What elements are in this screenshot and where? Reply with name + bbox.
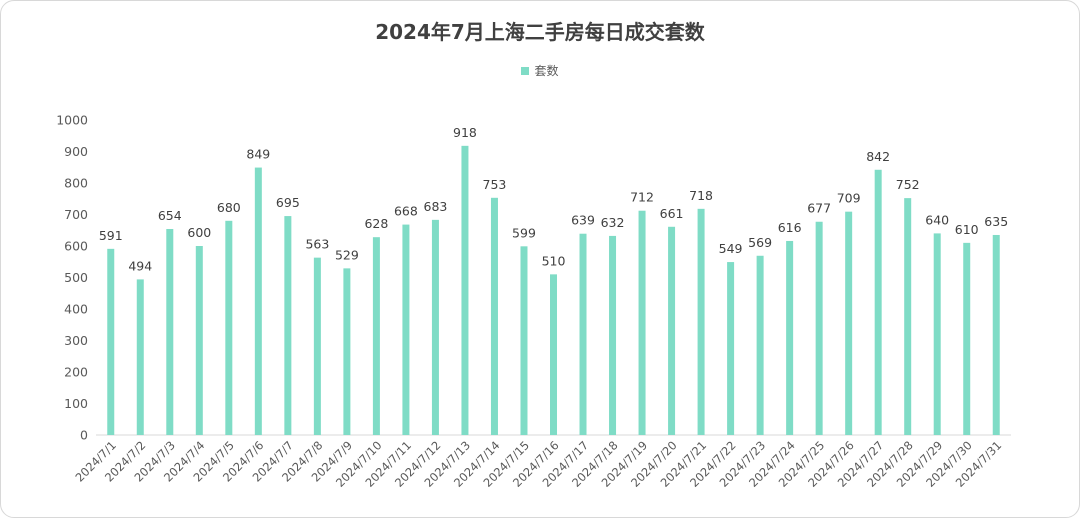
data-label: 494 bbox=[128, 258, 152, 273]
y-tick-label: 100 bbox=[64, 396, 88, 411]
data-label: 563 bbox=[305, 237, 329, 252]
data-label: 549 bbox=[719, 241, 743, 256]
y-tick-label: 900 bbox=[64, 144, 88, 159]
bar bbox=[520, 246, 528, 435]
y-tick-label: 800 bbox=[64, 176, 88, 191]
bar bbox=[874, 169, 882, 435]
chart-legend: 套数 bbox=[0, 62, 1080, 79]
x-axis-ticks: 2024/7/12024/7/22024/7/32024/7/42024/7/5… bbox=[72, 438, 1004, 490]
y-tick-label: 500 bbox=[64, 270, 88, 285]
legend-swatch bbox=[521, 66, 530, 75]
bar bbox=[992, 234, 1000, 435]
data-label: 510 bbox=[542, 253, 566, 268]
data-label: 695 bbox=[276, 195, 300, 210]
legend-label: 套数 bbox=[534, 64, 559, 78]
data-label: 569 bbox=[748, 235, 772, 250]
data-label: 677 bbox=[807, 201, 831, 216]
y-axis: 0 100 200 300 400 500 600 700 800 900 1000 bbox=[56, 113, 88, 443]
bar bbox=[697, 208, 705, 435]
data-label: 591 bbox=[99, 228, 123, 243]
data-label: 654 bbox=[158, 208, 182, 223]
bar bbox=[372, 237, 380, 435]
bar bbox=[254, 167, 262, 435]
chart-title: 2024年7月上海二手房每日成交套数 bbox=[375, 20, 705, 44]
bar bbox=[668, 226, 676, 435]
y-tick-label: 300 bbox=[64, 333, 88, 348]
data-label: 712 bbox=[630, 190, 654, 205]
data-label: 632 bbox=[601, 215, 625, 230]
data-label: 842 bbox=[866, 149, 890, 164]
bar bbox=[550, 274, 557, 435]
data-label: 683 bbox=[424, 199, 448, 214]
bar bbox=[815, 221, 823, 435]
bar bbox=[490, 197, 498, 435]
bar bbox=[638, 210, 646, 435]
data-labels: 591 494 654 600 680 849 695 563 529 628 668 683 918 7… bbox=[99, 125, 1008, 274]
bar bbox=[933, 233, 941, 435]
y-tick-label: 600 bbox=[64, 239, 88, 254]
bar bbox=[904, 198, 912, 435]
bar bbox=[166, 228, 174, 435]
y-tick-label: 0 bbox=[80, 428, 88, 443]
bar bbox=[343, 268, 351, 435]
data-label: 635 bbox=[984, 214, 1008, 229]
data-label: 616 bbox=[778, 220, 802, 235]
bar bbox=[845, 211, 853, 435]
data-label: 849 bbox=[246, 147, 270, 162]
bar bbox=[756, 255, 764, 435]
data-label: 753 bbox=[483, 177, 507, 192]
bar-series bbox=[107, 145, 1000, 435]
bar bbox=[461, 145, 469, 435]
y-tick-label: 700 bbox=[64, 207, 88, 222]
y-tick-label: 200 bbox=[64, 365, 88, 380]
bar bbox=[195, 246, 203, 435]
data-label: 718 bbox=[689, 188, 713, 203]
data-label: 628 bbox=[364, 216, 388, 231]
data-label: 639 bbox=[571, 213, 595, 228]
bar bbox=[786, 240, 794, 435]
data-label: 680 bbox=[217, 200, 241, 215]
bar bbox=[609, 235, 617, 435]
bar bbox=[963, 242, 971, 435]
bar bbox=[284, 216, 292, 435]
data-label: 752 bbox=[896, 177, 920, 192]
bar bbox=[579, 233, 587, 435]
data-label: 661 bbox=[660, 206, 684, 221]
y-tick-label: 1000 bbox=[56, 113, 88, 128]
bar bbox=[225, 220, 233, 435]
data-label: 610 bbox=[955, 222, 979, 237]
data-label: 600 bbox=[187, 225, 211, 240]
y-tick-label: 400 bbox=[64, 302, 88, 317]
data-label: 709 bbox=[837, 191, 861, 206]
bar bbox=[402, 224, 410, 435]
data-label: 640 bbox=[925, 212, 949, 227]
bar bbox=[431, 219, 439, 435]
data-label: 529 bbox=[335, 247, 359, 262]
data-label: 668 bbox=[394, 204, 418, 219]
bar bbox=[727, 262, 735, 435]
bar bbox=[313, 257, 321, 435]
data-label: 599 bbox=[512, 225, 536, 240]
bar bbox=[107, 248, 115, 435]
data-label: 918 bbox=[453, 125, 477, 140]
bar bbox=[136, 279, 144, 435]
